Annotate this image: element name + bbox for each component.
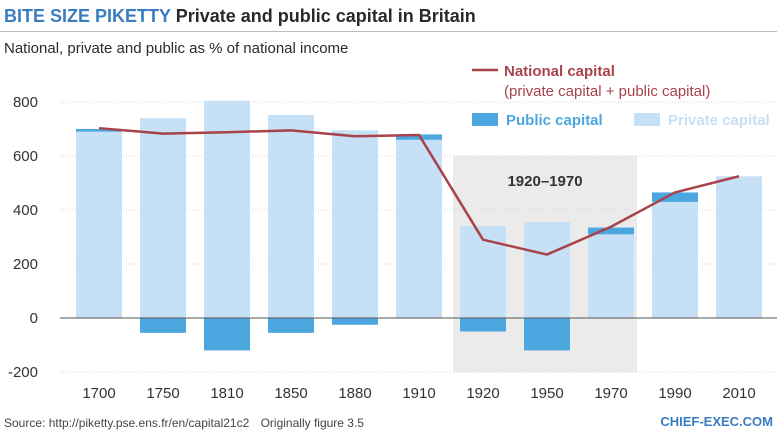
private-capital-bar bbox=[332, 130, 378, 318]
private-capital-bar bbox=[396, 139, 442, 318]
x-tick-label: 1920 bbox=[466, 385, 499, 402]
title-text: Private and public capital in Britain bbox=[175, 6, 476, 26]
x-tick-label: 1950 bbox=[530, 385, 563, 402]
x-tick-label: 1880 bbox=[338, 385, 371, 402]
y-tick-label: 0 bbox=[30, 310, 38, 327]
private-capital-bar bbox=[76, 131, 122, 318]
y-tick-label: -200 bbox=[8, 364, 38, 381]
public-capital-bar bbox=[332, 318, 378, 325]
public-capital-bar bbox=[204, 318, 250, 351]
x-tick-label: 2010 bbox=[722, 385, 755, 402]
private-capital-bar bbox=[588, 234, 634, 318]
public-capital-bar bbox=[652, 192, 698, 202]
public-capital-bar bbox=[460, 318, 506, 332]
x-tick-label: 1750 bbox=[146, 385, 179, 402]
private-capital-bar bbox=[652, 201, 698, 318]
y-tick-label: 400 bbox=[13, 202, 38, 219]
title-divider bbox=[0, 31, 777, 32]
private-capital-bar bbox=[268, 114, 314, 319]
private-capital-bar bbox=[716, 176, 762, 318]
legend-public-swatch bbox=[472, 113, 498, 126]
source-text: Source: http://piketty.pse.ens.fr/en/cap… bbox=[4, 416, 250, 430]
source-footer: Source: http://piketty.pse.ens.fr/en/cap… bbox=[4, 416, 364, 430]
private-capital-bar bbox=[524, 222, 570, 318]
legend-national-sublabel: (private capital + public capital) bbox=[504, 83, 710, 100]
x-tick-label: 1810 bbox=[210, 385, 243, 402]
x-tick-label: 1850 bbox=[274, 385, 307, 402]
period-label: 1920–1970 bbox=[507, 173, 582, 190]
x-tick-label: 1910 bbox=[402, 385, 435, 402]
national-capital-line bbox=[98, 126, 740, 256]
public-capital-bar bbox=[140, 318, 186, 333]
y-tick-label: 200 bbox=[13, 256, 38, 273]
legend-public-label: Public capital bbox=[506, 112, 603, 129]
public-capital-bar bbox=[76, 129, 122, 132]
public-capital-bar bbox=[524, 318, 570, 351]
chart-title: BITE SIZE PIKETTY Private and public cap… bbox=[4, 6, 476, 27]
public-capital-bar bbox=[268, 318, 314, 333]
brand-label: BITE SIZE PIKETTY bbox=[4, 6, 171, 26]
legend-national-label: National capital bbox=[504, 63, 615, 80]
private-capital-bar bbox=[140, 118, 186, 318]
private-capital-bar bbox=[460, 226, 506, 318]
chart-subtitle: National, private and public as % of nat… bbox=[4, 40, 349, 57]
x-tick-label: 1990 bbox=[658, 385, 691, 402]
private-capital-bar bbox=[204, 100, 250, 319]
x-tick-label: 1970 bbox=[594, 385, 627, 402]
figure-note: Originally figure 3.5 bbox=[260, 416, 364, 430]
site-brand: CHIEF-EXEC.COM bbox=[660, 414, 773, 429]
y-tick-label: 600 bbox=[13, 148, 38, 165]
public-capital-bar bbox=[588, 227, 634, 235]
y-tick-label: 800 bbox=[13, 94, 38, 111]
x-tick-label: 1700 bbox=[82, 385, 115, 402]
legend-private-label: Private capital bbox=[668, 112, 770, 129]
legend-private-swatch bbox=[634, 113, 660, 126]
